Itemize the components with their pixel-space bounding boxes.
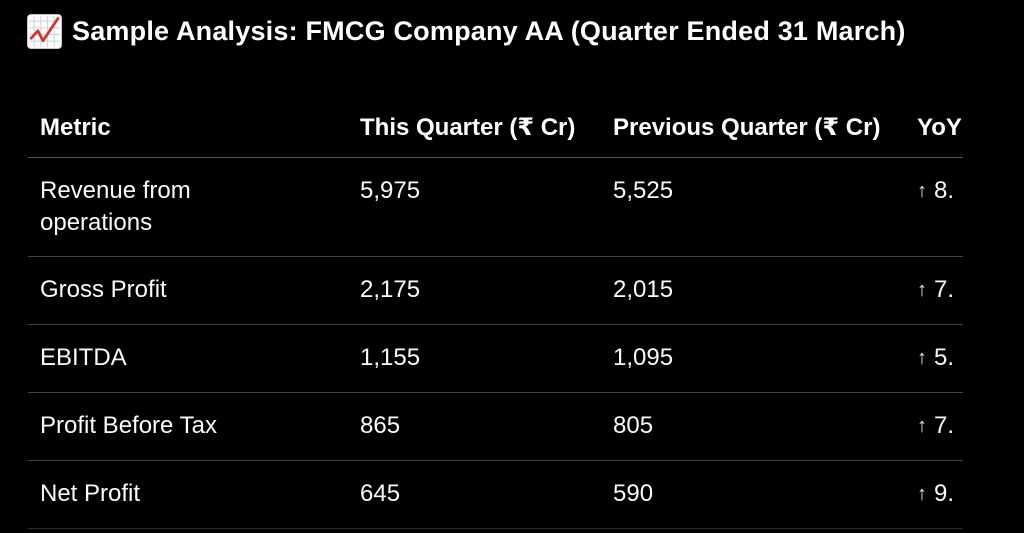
chart-increasing-icon bbox=[26, 13, 63, 50]
up-arrow-icon: ↑ bbox=[917, 415, 927, 437]
up-arrow-icon: ↑ bbox=[917, 279, 927, 301]
column-header-yoy: YoY bbox=[917, 100, 963, 158]
metric-cell: Revenue from operations bbox=[28, 157, 360, 257]
up-arrow-icon: ↑ bbox=[917, 347, 927, 369]
yoy-value: 9. bbox=[934, 480, 955, 507]
previous-quarter-value: 5,525 bbox=[613, 157, 917, 257]
previous-quarter-value: 590 bbox=[613, 460, 917, 529]
yoy-cell: ↑ 5. bbox=[917, 324, 963, 393]
yoy-value: 5. bbox=[934, 344, 955, 371]
column-header-previous-quarter: Previous Quarter (₹ Cr) bbox=[613, 100, 917, 158]
table-header-row: Metric This Quarter (₹ Cr) Previous Quar… bbox=[28, 100, 963, 158]
metric-cell: Gross Profit bbox=[28, 256, 360, 325]
previous-quarter-value: 805 bbox=[613, 392, 917, 461]
yoy-cell: ↑ 7. bbox=[917, 392, 963, 461]
metric-label: EBITDA bbox=[40, 344, 127, 371]
table-row-revenue: Revenue from operations 5,975 5,525 ↑ 8. bbox=[28, 157, 963, 257]
column-header-this-quarter: This Quarter (₹ Cr) bbox=[360, 100, 613, 158]
previous-quarter-value: 2,015 bbox=[613, 256, 917, 325]
this-quarter-value: 5,975 bbox=[360, 157, 613, 257]
table-row-profit-before-tax: Profit Before Tax 865 805 ↑ 7. bbox=[28, 392, 963, 461]
yoy-value: 7. bbox=[934, 276, 955, 303]
table-row-ebitda: EBITDA 1,155 1,095 ↑ 5. bbox=[28, 324, 963, 393]
column-header-metric: Metric bbox=[28, 100, 360, 158]
metric-cell: Net Profit bbox=[28, 460, 360, 529]
this-quarter-value: 865 bbox=[360, 392, 613, 461]
this-quarter-value: 2,175 bbox=[360, 256, 613, 325]
page-title: Sample Analysis: FMCG Company AA (Quarte… bbox=[26, 13, 906, 50]
financials-table: Metric This Quarter (₹ Cr) Previous Quar… bbox=[28, 100, 963, 529]
metric-label: Revenue from operations bbox=[40, 177, 191, 236]
metric-label: Gross Profit bbox=[40, 276, 167, 303]
metric-cell: EBITDA bbox=[28, 324, 360, 393]
yoy-cell: ↑ 9. bbox=[917, 460, 963, 529]
table-row-net-profit: Net Profit 645 590 ↑ 9. bbox=[28, 460, 963, 529]
metric-label: Net Profit bbox=[40, 480, 141, 507]
this-quarter-value: 645 bbox=[360, 460, 613, 529]
up-arrow-icon: ↑ bbox=[917, 483, 927, 505]
metric-cell: Profit Before Tax bbox=[28, 392, 360, 461]
page-title-text: Sample Analysis: FMCG Company AA (Quarte… bbox=[72, 16, 906, 46]
yoy-value: 7. bbox=[934, 412, 955, 439]
yoy-value: 8. bbox=[934, 177, 955, 204]
yoy-cell: ↑ 7. bbox=[917, 256, 963, 325]
yoy-cell: ↑ 8. bbox=[917, 157, 963, 257]
metric-label: Profit Before Tax bbox=[40, 412, 217, 439]
table-row-gross-profit: Gross Profit 2,175 2,015 ↑ 7. bbox=[28, 256, 963, 325]
previous-quarter-value: 1,095 bbox=[613, 324, 917, 393]
this-quarter-value: 1,155 bbox=[360, 324, 613, 393]
up-arrow-icon: ↑ bbox=[917, 180, 927, 202]
